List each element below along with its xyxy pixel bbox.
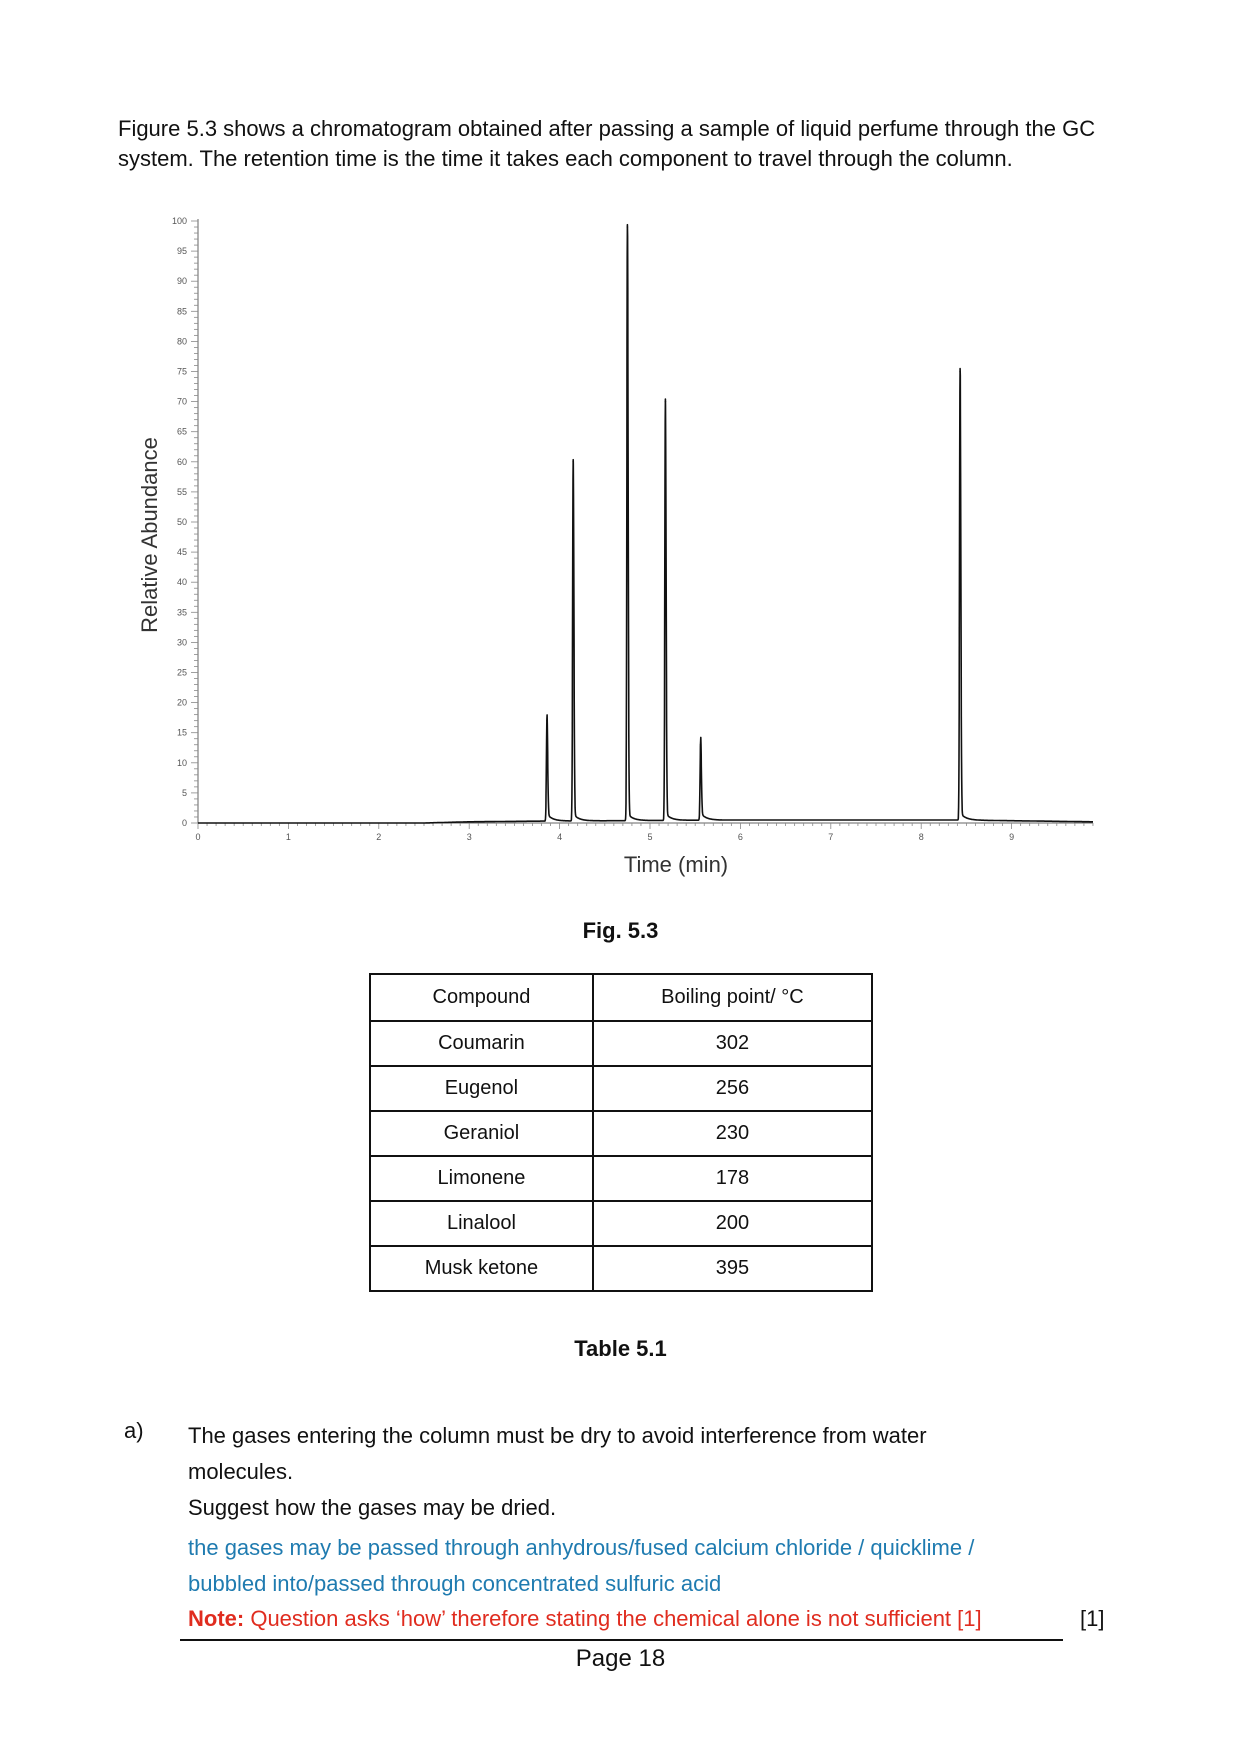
- boiling-point-cell: 302: [591, 1020, 874, 1067]
- compound-cell: Linalool: [369, 1200, 594, 1247]
- header-compound: Compound: [369, 973, 594, 1022]
- question-line: Suggest how the gases may be dried.: [188, 1495, 557, 1520]
- answer-line: the gases may be passed through anhydrou…: [188, 1535, 975, 1560]
- y-tick-label: 100: [172, 216, 187, 226]
- y-tick-label: 85: [177, 306, 187, 316]
- y-tick-label: 90: [177, 276, 187, 286]
- y-tick-label: 5: [182, 788, 187, 798]
- peak-apex: [699, 743, 702, 746]
- y-tick-label: 40: [177, 577, 187, 587]
- x-tick-label: 3: [467, 832, 472, 842]
- x-tick-label: 5: [647, 832, 652, 842]
- boiling-point-cell: 395: [591, 1245, 874, 1292]
- intro-paragraph: Figure 5.3 shows a chromatogram obtained…: [118, 116, 1096, 171]
- note-text: Question asks ‘how’ therefore stating th…: [244, 1606, 982, 1631]
- x-axis-label: Time (min): [624, 852, 728, 877]
- peak-apex: [959, 370, 961, 373]
- table-row: Musk ketone 395: [369, 1245, 874, 1292]
- marking-note: Note: Question asks ‘how’ therefore stat…: [188, 1606, 982, 1632]
- peak-apex: [572, 461, 574, 463]
- y-axis-label: Relative Abundance: [137, 437, 162, 633]
- x-tick-label: 1: [286, 832, 291, 842]
- table-row: Coumarin 302: [369, 1020, 874, 1067]
- y-tick-label: 10: [177, 758, 187, 768]
- y-tick-label: 0: [182, 818, 187, 828]
- y-tick-label: 25: [177, 668, 187, 678]
- table-row: Linalool 200: [369, 1200, 874, 1247]
- marks-indicator: [1]: [1080, 1606, 1105, 1631]
- peak-apex: [664, 400, 667, 403]
- compound-cell: Musk ketone: [369, 1245, 594, 1292]
- peak-markers: [546, 226, 961, 746]
- chromatogram-trace: [197, 223, 1094, 824]
- question-text: The gases entering the column must be dr…: [188, 1418, 1088, 1526]
- table-header-row: Compound Boiling point/ °C: [369, 973, 874, 1022]
- compound-cell: Coumarin: [369, 1020, 594, 1067]
- x-axis: 0 1 2 3 4 5 6 7 8 9: [195, 822, 1094, 842]
- table-row: Geraniol 230: [369, 1110, 874, 1157]
- table-caption: Table 5.1: [574, 1336, 667, 1361]
- peak-apex: [626, 226, 629, 228]
- y-tick-label: 80: [177, 336, 187, 346]
- x-tick-label: 8: [919, 832, 924, 842]
- divider-line: [180, 1639, 1063, 1641]
- boiling-point-cell: 256: [591, 1065, 874, 1112]
- y-tick-label: 45: [177, 547, 187, 557]
- y-tick-label: 60: [177, 457, 187, 467]
- y-tick-label: 20: [177, 698, 187, 708]
- x-tick-label: 9: [1009, 832, 1014, 842]
- figure-caption: Fig. 5.3: [582, 918, 659, 943]
- y-tick-label: 15: [177, 728, 187, 738]
- y-tick-label: 30: [177, 637, 187, 647]
- boiling-point-cell: 230: [591, 1110, 874, 1157]
- y-tick-label: 75: [177, 367, 187, 377]
- compound-cell: Geraniol: [369, 1110, 594, 1157]
- x-tick-label: 4: [557, 832, 562, 842]
- y-tick-label: 70: [177, 397, 187, 407]
- question-line: molecules.: [188, 1459, 294, 1484]
- compound-cell: Eugenol: [369, 1065, 594, 1112]
- answer-text: the gases may be passed through anhydrou…: [188, 1530, 1088, 1602]
- x-tick-label: 7: [828, 832, 833, 842]
- y-tick-label: 35: [177, 607, 187, 617]
- x-tick-label: 0: [195, 832, 200, 842]
- answer-line: bubbled into/passed through concentrated…: [188, 1571, 722, 1596]
- question-line: The gases entering the column must be dr…: [188, 1423, 927, 1448]
- boiling-point-cell: 178: [591, 1155, 874, 1202]
- question-label: a): [124, 1418, 144, 1443]
- y-tick-label: 95: [177, 246, 187, 256]
- y-tick-label: 50: [177, 517, 187, 527]
- peak-apex: [546, 719, 548, 722]
- note-label: Note:: [188, 1606, 245, 1631]
- boiling-point-table: Compound Boiling point/ °C Coumarin 302 …: [369, 973, 874, 1292]
- header-boiling-point: Boiling point/ °C: [591, 973, 874, 1022]
- chromatogram-chart: 0510152025303540455055606570758085909510…: [137, 216, 1094, 877]
- y-axis: 0 5 10 15 20 25 30 35 40 45 50 55 60 65 70 75 80 85 90 95 10…: [172, 216, 199, 828]
- y-tick-label: 65: [177, 427, 187, 437]
- boiling-point-cell: 200: [591, 1200, 874, 1247]
- table-row: Eugenol 256: [369, 1065, 874, 1112]
- y-tick-label: 55: [177, 487, 187, 497]
- table-row: Limonene 178: [369, 1155, 874, 1202]
- page-number: Page 18: [575, 1645, 666, 1672]
- compound-cell: Limonene: [369, 1155, 594, 1202]
- x-tick-label: 6: [738, 832, 743, 842]
- x-tick-label: 2: [376, 832, 381, 842]
